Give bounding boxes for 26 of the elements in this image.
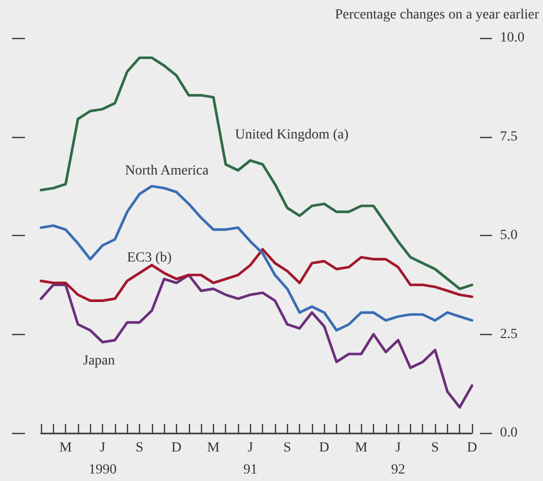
x-tick-label: S (136, 440, 144, 456)
y-tick-label: 0.0 (500, 426, 518, 440)
x-tick-label: M (207, 440, 220, 456)
x-tick-label: J 1990 (88, 440, 117, 478)
x-tick-label: D (171, 440, 182, 456)
y-tick-label: 7.5 (500, 129, 518, 144)
y-tick-label: 2.5 (500, 326, 518, 342)
series-label: United Kingdom (a) (235, 128, 349, 142)
x-tick-label: S (283, 440, 292, 456)
x-tick-label: D (466, 440, 478, 456)
series-label: EC3 (b) (127, 250, 172, 266)
series-label: North America (125, 164, 210, 178)
line-series (40, 184, 474, 332)
y-axis-title: Percentage changes on a year earlier (334, 8, 540, 22)
x-tick-label: M (59, 440, 72, 456)
x-tick-label: D (319, 440, 330, 456)
y-tick-label: 5.0 (500, 228, 518, 243)
y-tick-label: 10.0 (500, 30, 524, 46)
line-series (40, 56, 474, 290)
line-series (40, 248, 474, 302)
line-series (40, 274, 474, 409)
x-tick-label: S (431, 440, 439, 456)
x-tick-label: J 92 (391, 440, 406, 478)
x-tick-label: J 91 (243, 440, 258, 478)
x-tick-label: M (354, 440, 368, 456)
series-label: Japan (83, 354, 115, 368)
